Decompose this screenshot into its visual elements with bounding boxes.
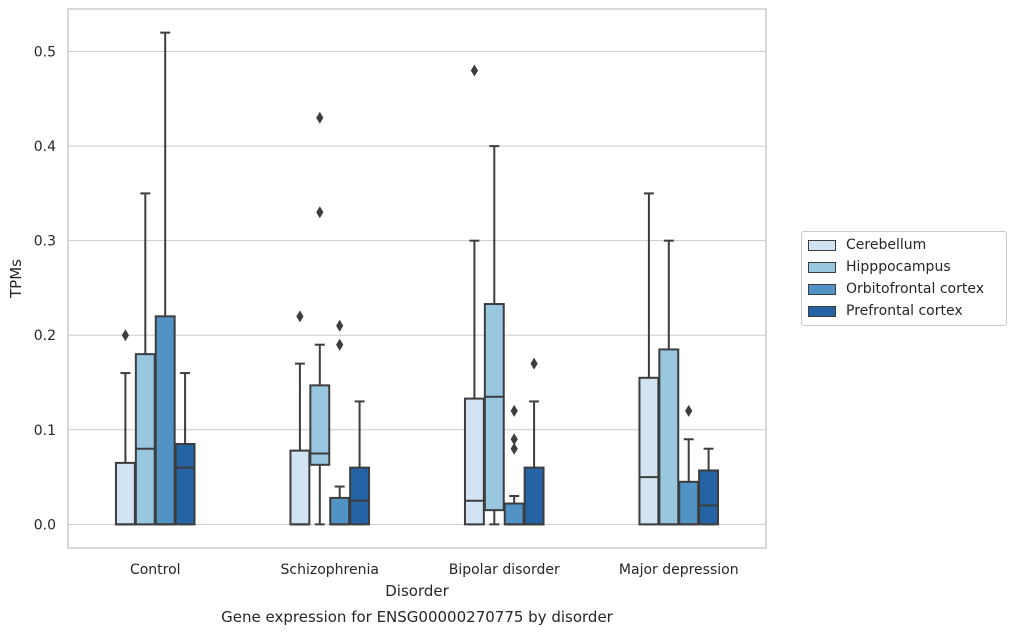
outlier-bipolar-disorder-cerebellum [470,64,479,77]
box-major-depression-orbitofrontal-cortex [678,480,700,526]
box-control-cerebellum [114,461,136,526]
y-tick-label: 0.2 [34,328,56,344]
box-schizophrenia-cerebellum [289,449,311,526]
box-control-hipppocampus [134,353,156,526]
legend-label-hipppocampus: Hipppocampus [846,259,951,275]
legend-item-prefrontal-cortex: Prefrontal cortex [808,302,963,320]
legend-label-prefrontal-cortex: Prefrontal cortex [846,303,963,319]
x-tick-label: Bipolar disorder [449,562,560,578]
legend-swatch-hipppocampus [808,261,836,273]
outlier-schizophrenia-orbitofrontal-cortex [336,338,344,351]
chart-title: Gene expression for ENSG00000270775 by d… [221,608,614,626]
legend-swatch-prefrontal-cortex [808,305,836,317]
legend-item-orbitofrontal-cortex: Orbitofrontal cortex [808,280,984,298]
box-major-depression-hipppocampus [658,348,680,526]
box-major-depression-cerebellum [638,376,660,526]
y-tick-label: 0.5 [34,45,56,61]
legend-item-cerebellum: Cerebellum [808,236,926,254]
y-tick-label: 0.0 [34,517,56,533]
outlier-schizophrenia-hipppocampus [316,111,324,124]
outlier-bipolar-disorder-orbitofrontal-cortex [510,404,518,417]
legend-item-hipppocampus: Hipppocampus [808,258,951,276]
outlier-schizophrenia-orbitofrontal-cortex [336,319,344,332]
legend-label-cerebellum: Cerebellum [846,237,927,253]
box-schizophrenia-prefrontal-cortex [349,466,371,526]
box-bipolar-disorder-orbitofrontal-cortex [503,502,525,526]
legend-swatch-orbitofrontal-cortex [808,283,836,295]
x-tick-label: Major depression [619,562,739,578]
y-axis-label: TPMs [7,259,25,299]
x-tick-label: Schizophrenia [281,562,379,578]
box-major-depression-prefrontal-cortex [698,469,720,526]
legend: Cerebellum Hipppocampus Orbitofrontal co… [801,231,1007,326]
box-control-orbitofrontal-cortex [154,315,176,526]
x-tick-label: Control [130,562,181,578]
y-tick-label: 0.4 [34,139,56,155]
box-control-prefrontal-cortex [174,442,196,526]
outlier-schizophrenia-cerebellum [296,310,304,323]
box-schizophrenia-hipppocampus [309,384,331,466]
legend-swatch-cerebellum [808,239,836,251]
box-bipolar-disorder-prefrontal-cortex [523,466,545,526]
box-bipolar-disorder-hipppocampus [483,303,505,512]
x-axis-label: Disorder [385,582,449,600]
outlier-schizophrenia-hipppocampus [316,206,324,219]
legend-label-orbitofrontal-cortex: Orbitofrontal cortex [846,281,984,297]
outlier-bipolar-disorder-orbitofrontal-cortex [510,442,518,455]
outlier-major-depression-orbitofrontal-cortex [685,404,693,417]
y-tick-label: 0.1 [34,423,56,439]
box-schizophrenia-orbitofrontal-cortex [329,496,351,526]
outlier-control-cerebellum [121,329,130,342]
y-tick-label: 0.3 [34,234,56,250]
outlier-bipolar-disorder-prefrontal-cortex [530,357,538,370]
plot-border [67,8,767,549]
outlier-bipolar-disorder-orbitofrontal-cortex [510,433,518,446]
box-bipolar-disorder-cerebellum [463,397,485,526]
